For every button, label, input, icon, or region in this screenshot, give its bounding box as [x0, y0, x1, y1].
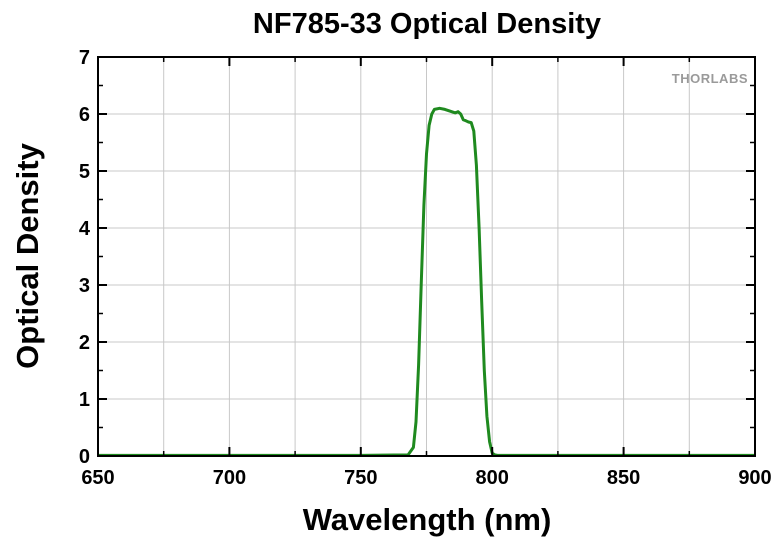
- x-axis-label: Wavelength (nm): [303, 502, 552, 537]
- x-tick-label: 650: [81, 467, 114, 489]
- y-tick-label: 1: [79, 389, 90, 411]
- y-axis-label: Optical Density: [10, 142, 45, 368]
- y-tick-label: 6: [79, 104, 90, 126]
- y-tick-label: 0: [79, 446, 90, 468]
- chart-title: NF785-33 Optical Density: [253, 8, 601, 40]
- thorlabs-logo: THORLABS: [672, 71, 748, 86]
- y-tick-label: 7: [79, 47, 90, 69]
- tick-label-layer: 650 700 750 800 850 900 0 1 2 3 4 5 6 7: [79, 47, 772, 489]
- y-tick-label: 4: [79, 218, 91, 240]
- tick-layer: [97, 56, 756, 457]
- x-tick-label: 850: [607, 467, 640, 489]
- x-tick-label: 700: [213, 467, 246, 489]
- x-tick-label: 800: [476, 467, 509, 489]
- y-tick-label: 3: [79, 275, 90, 297]
- y-tick-label: 2: [79, 332, 90, 354]
- y-tick-label: 5: [79, 161, 90, 183]
- x-tick-label: 750: [344, 467, 377, 489]
- x-tick-label: 900: [738, 467, 771, 489]
- grid-layer: [98, 57, 755, 456]
